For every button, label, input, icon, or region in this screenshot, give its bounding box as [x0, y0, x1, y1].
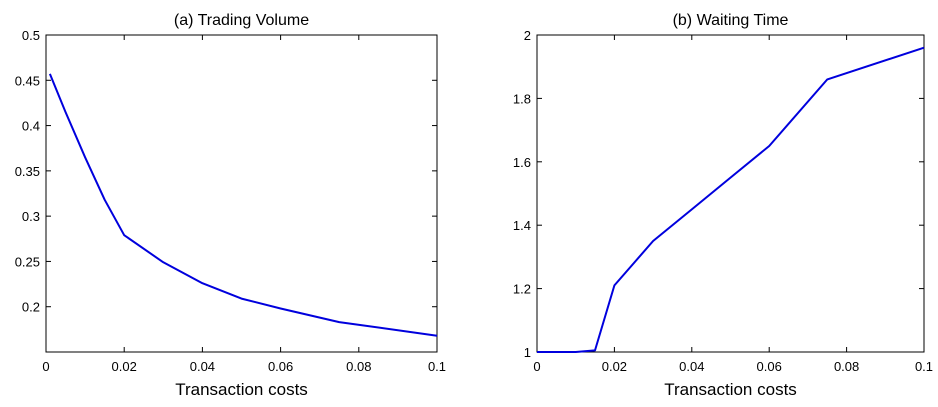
x-axis-label: Transaction costs	[664, 380, 797, 399]
y-tick-label: 1.6	[513, 155, 531, 170]
panel-trading-volume: (a) Trading Volume Transaction costs 0 0.…	[15, 12, 446, 399]
x-tick-label: 0.02	[602, 359, 627, 374]
x-tick-label: 0	[533, 359, 540, 374]
x-tick-label: 0.04	[190, 359, 215, 374]
y-tick-label: 2	[524, 28, 531, 43]
chart-title: (a) Trading Volume	[174, 12, 309, 29]
y-tick-label: 0.4	[22, 119, 40, 134]
x-tick-label: 0	[42, 359, 49, 374]
y-tick-label: 1.2	[513, 282, 531, 297]
x-tick-label: 0.06	[757, 359, 782, 374]
y-tick-label: 0.3	[22, 209, 40, 224]
series-line	[48, 73, 438, 337]
series-line	[537, 46, 925, 353]
y-tick-label: 0.5	[22, 28, 40, 43]
x-tick-label: 0.06	[268, 359, 293, 374]
y-tick-label: 1.8	[513, 91, 531, 106]
y-tick-label: 1	[524, 345, 531, 360]
axes-frame	[45, 34, 438, 353]
x-tick-label: 0.1	[428, 359, 446, 374]
y-tick-label: 0.2	[22, 300, 40, 315]
x-tick-label: 0.1	[915, 359, 933, 374]
x-tick-label: 0.08	[834, 359, 859, 374]
x-tick-label: 0.04	[679, 359, 704, 374]
x-axis-label: Transaction costs	[175, 380, 308, 399]
axes-frame	[536, 34, 925, 353]
panel-waiting-time: (b) Waiting Time Transaction costs 0 0.02…	[513, 12, 933, 399]
y-tick-label: 0.45	[15, 73, 40, 88]
x-tick-label: 0.02	[112, 359, 137, 374]
x-tick-label: 0.08	[346, 359, 371, 374]
chart-title: (b) Waiting Time	[673, 12, 789, 29]
y-tick-label: 0.25	[15, 254, 40, 269]
y-tick-label: 0.35	[15, 164, 40, 179]
y-tick-label: 1.4	[513, 218, 531, 233]
